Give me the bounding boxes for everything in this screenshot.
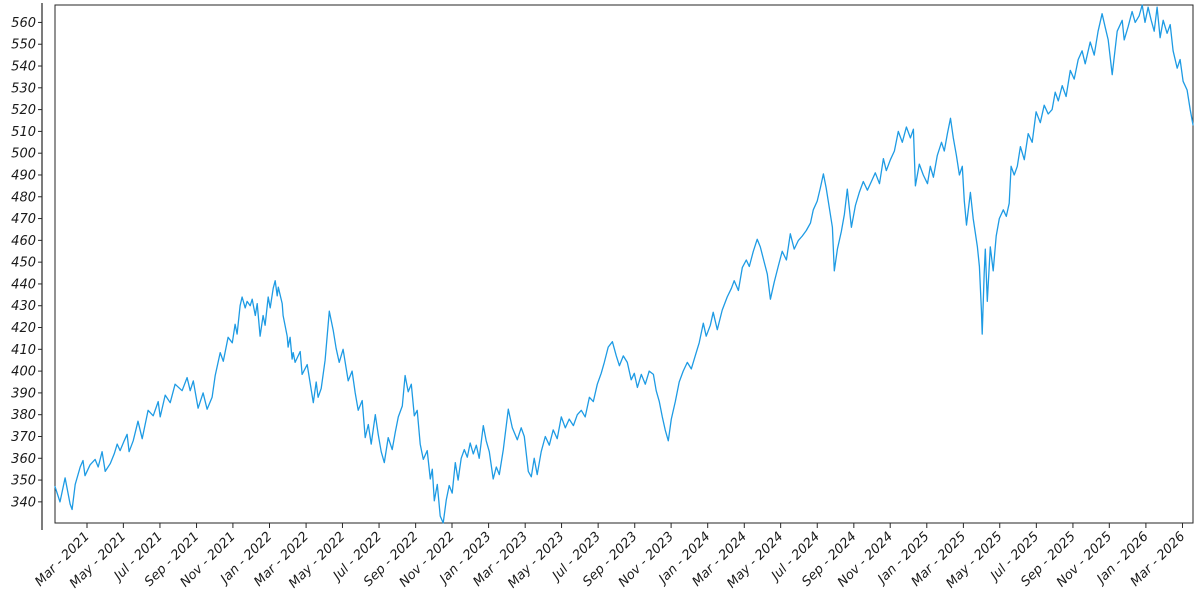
- y-tick-label: 420: [11, 321, 36, 336]
- y-tick-label: 350: [11, 474, 36, 489]
- y-tick-label: 340: [11, 495, 36, 510]
- y-tick-label: 430: [11, 299, 36, 314]
- y-tick-label: 390: [11, 386, 36, 401]
- y-tick-label: 470: [11, 212, 36, 227]
- y-tick-label: 440: [11, 277, 36, 292]
- y-tick-label: 460: [11, 234, 36, 249]
- y-tick-label: 360: [11, 452, 36, 467]
- price-series-line: [54, 4, 1194, 524]
- y-tick-label: 540: [11, 60, 36, 75]
- y-tick-label: 510: [11, 125, 36, 140]
- y-tick-label: 500: [11, 147, 36, 162]
- y-tick-label: 560: [11, 16, 36, 31]
- y-tick-label: 490: [11, 168, 36, 183]
- y-tick-label: 380: [11, 408, 36, 423]
- y-tick-label: 400: [11, 365, 36, 380]
- y-tick-label: 450: [11, 256, 36, 271]
- y-tick-label: 530: [11, 81, 36, 96]
- plot-border: [54, 4, 1194, 524]
- y-tick-label: 410: [11, 343, 36, 358]
- y-tick-label: 370: [11, 430, 36, 445]
- y-tick-label: 480: [11, 190, 36, 205]
- y-tick-label: 520: [11, 103, 36, 118]
- y-tick-label: 550: [11, 38, 36, 53]
